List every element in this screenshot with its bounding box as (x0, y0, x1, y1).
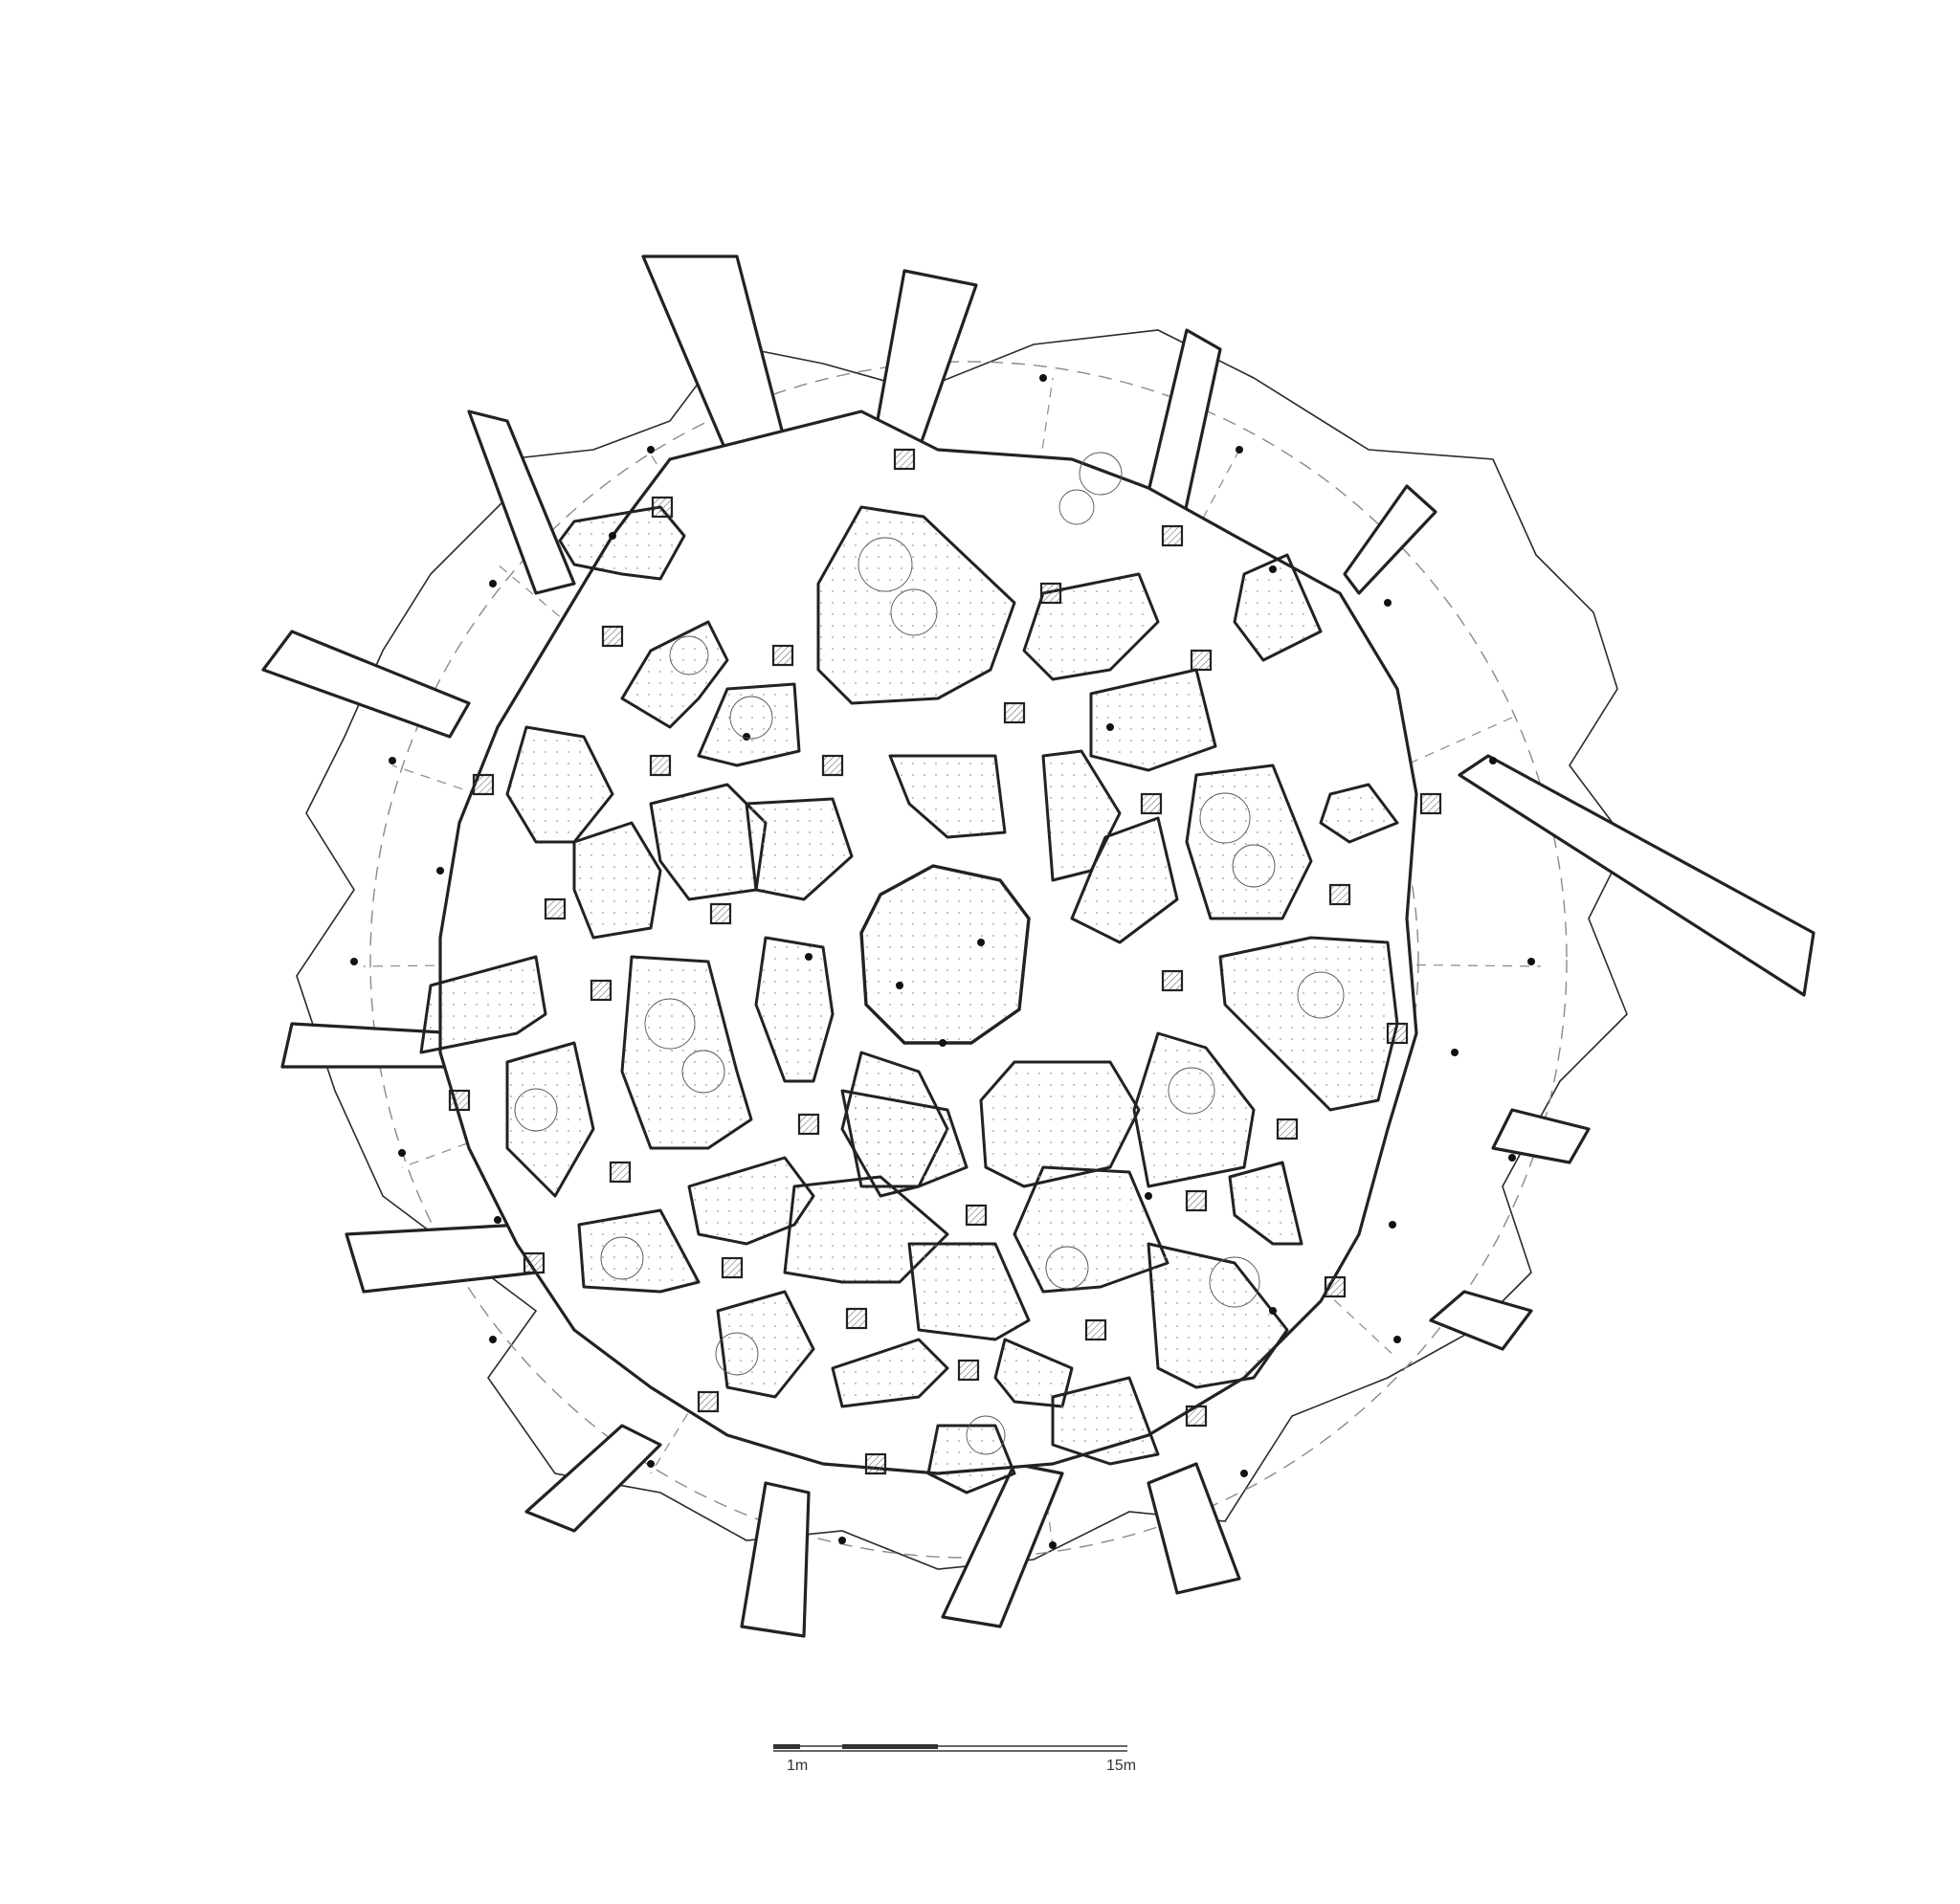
survey-nodes (350, 374, 1535, 1549)
planting-beds (419, 505, 1399, 1494)
hatched-columns (448, 448, 1442, 1475)
scale-label-start: 1m (787, 1758, 808, 1774)
vegetation-sketches (514, 452, 1345, 1455)
scale-label-end: 15m (1106, 1758, 1136, 1774)
scale-bar: 1m 15m (773, 1744, 1136, 1774)
wing-arms (261, 255, 1815, 1638)
central-plaza (859, 864, 1031, 1045)
outer-boundary (296, 329, 1628, 1570)
dashed-ring-outer (369, 361, 1568, 1559)
